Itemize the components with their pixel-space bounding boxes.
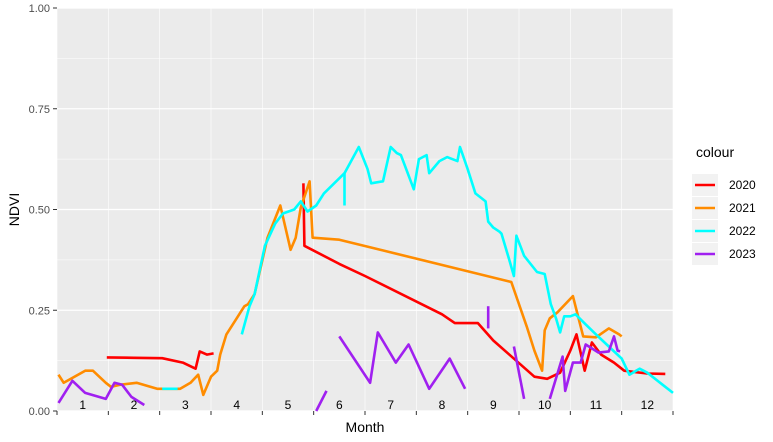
y-tick-label: 1.00 (29, 3, 50, 15)
series-layer (57, 145, 674, 412)
y-tick-label: 0.00 (29, 406, 50, 418)
x-axis-title: Month (346, 419, 385, 435)
month-label: 2 (131, 398, 138, 412)
month-label: 4 (233, 398, 240, 412)
series-line-2023 (512, 346, 526, 400)
x-axis: 1 2 3 4 5 6 7 8 9 10 11 12 (56, 398, 674, 415)
series-2022 (162, 145, 674, 394)
series-line-2023 (315, 390, 328, 412)
month-label: 6 (336, 398, 343, 412)
series-line-2023 (548, 335, 621, 400)
legend-label-2021: 2021 (729, 201, 756, 215)
series-line-2022 (343, 145, 674, 394)
month-label: 3 (182, 398, 189, 412)
month-label: 11 (590, 398, 603, 412)
series-line-2023 (338, 331, 467, 391)
series-line-2023 (57, 379, 145, 407)
month-label: 10 (538, 398, 552, 412)
legend: colour 2020 2021 2022 2023 (692, 144, 756, 265)
y-tick-label: 0.75 (29, 104, 50, 116)
month-label: 9 (490, 398, 497, 412)
month-label: 7 (387, 398, 394, 412)
legend-title: colour (696, 144, 734, 160)
legend-label-2023: 2023 (729, 247, 756, 261)
month-label: 5 (285, 398, 292, 412)
month-label: 8 (439, 398, 446, 412)
y-axis: 0.00 0.25 0.50 0.75 1.00 (29, 3, 57, 418)
month-label: 1 (79, 398, 86, 412)
series-line-2022 (240, 171, 346, 335)
series-line-2020 (302, 183, 666, 381)
series-line-2020 (106, 350, 214, 371)
series-2020 (106, 183, 666, 381)
y-axis-title: NDVI (6, 193, 22, 226)
month-label: 12 (641, 398, 655, 412)
legend-label-2020: 2020 (729, 178, 756, 192)
series-2023 (57, 306, 621, 412)
y-tick-label: 0.25 (29, 305, 50, 317)
legend-label-2022: 2022 (729, 224, 756, 238)
y-tick-label: 0.50 (29, 205, 50, 217)
